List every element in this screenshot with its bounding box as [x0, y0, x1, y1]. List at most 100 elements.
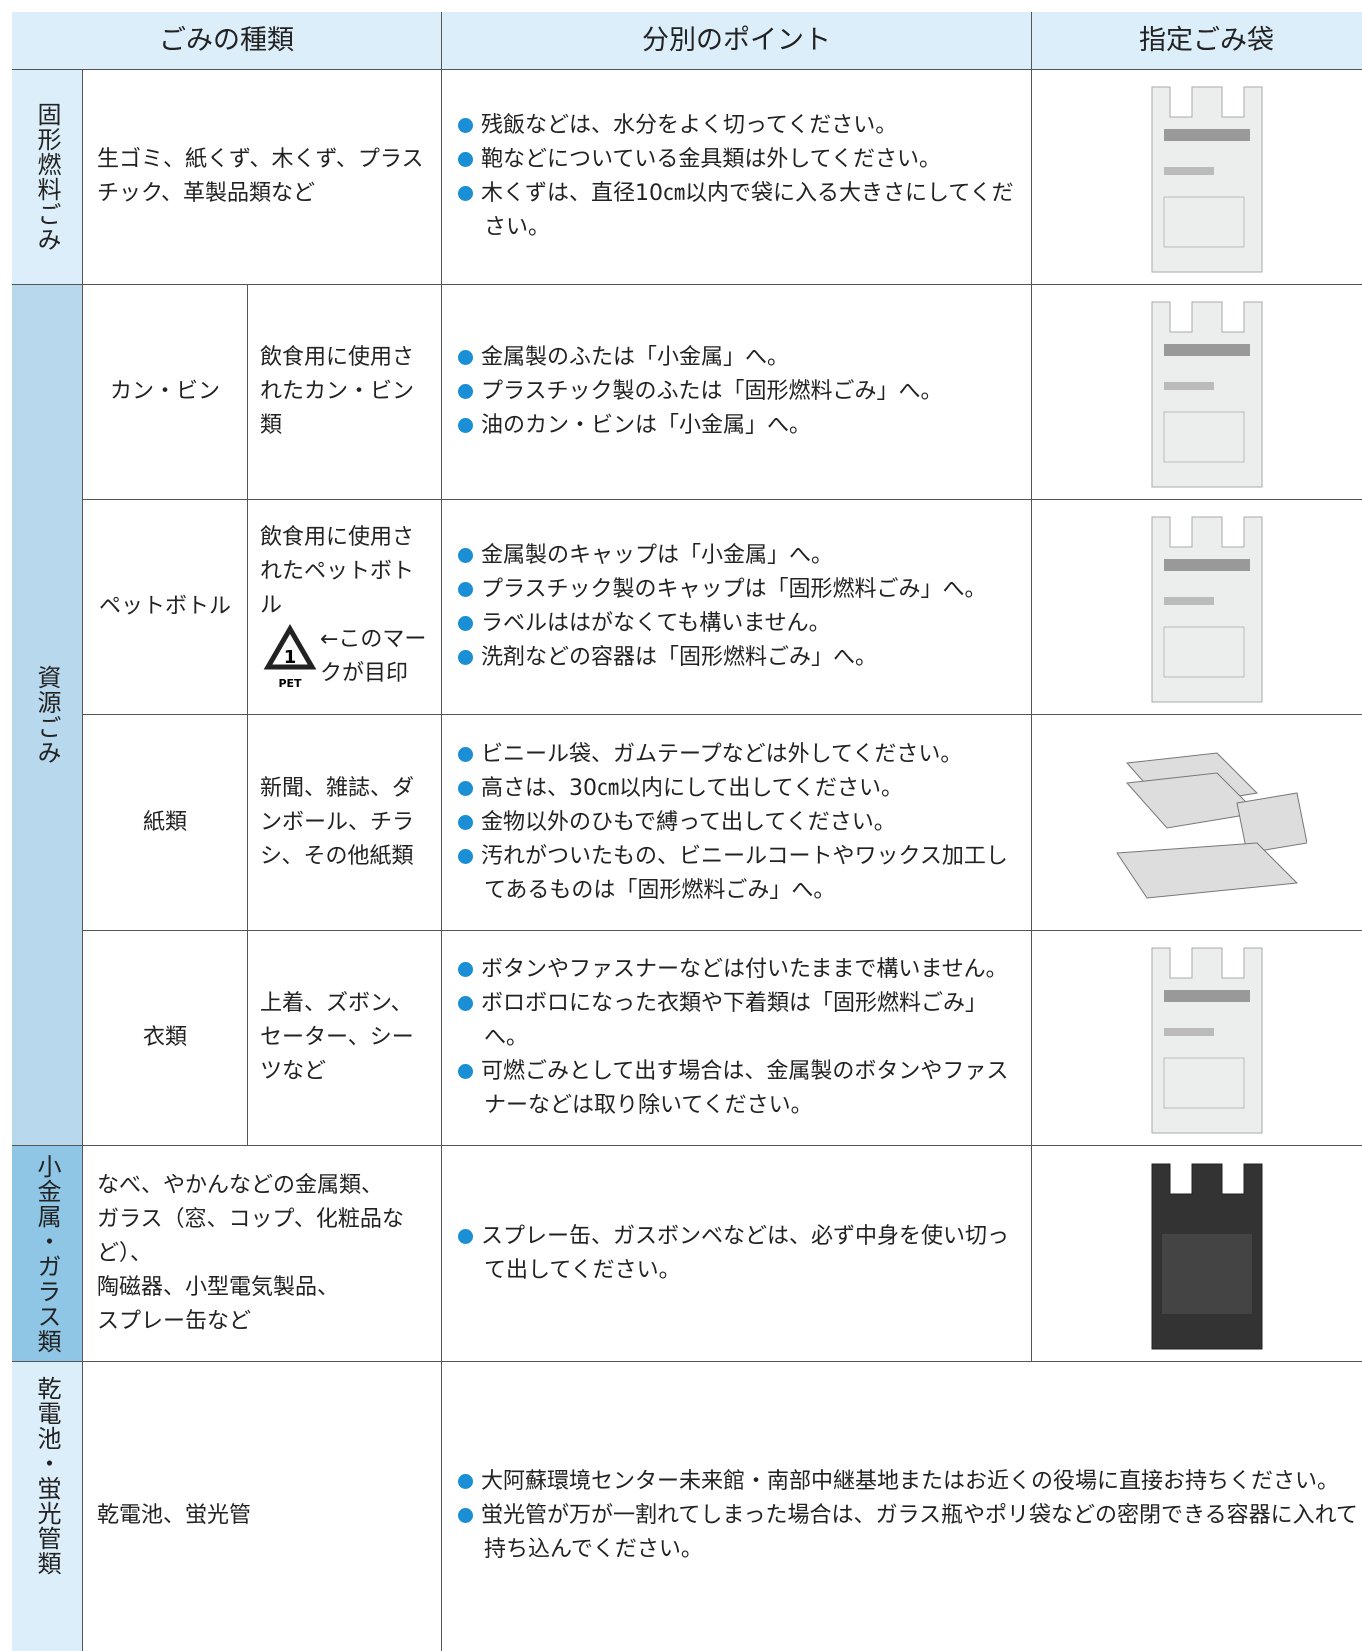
point-list: スプレー缶、ガスボンベなどは、必ず中身を使い切って出してください。	[442, 1220, 1031, 1288]
bullet	[458, 418, 473, 433]
point: 金物以外のひもで縛って出してください。	[458, 806, 1017, 840]
point-text: スプレー缶、ガスボンベなどは、必ず中身を使い切って出してください。	[481, 1223, 1010, 1283]
point: ボロボロになった衣類や下着類は「固形燃料ごみ」へ。	[458, 987, 1017, 1055]
pet-label: PET	[278, 677, 302, 690]
mark-note: ←このマークが目印	[320, 627, 427, 686]
point: 残飯などは、水分をよく切ってください。	[458, 109, 1017, 143]
point: 鞄などについている金具類は外してください。	[458, 143, 1017, 177]
bullet	[458, 152, 473, 167]
point: 金属製のキャップは「小金属」へ。	[458, 539, 987, 573]
subname-cell: カン・ビン	[83, 285, 248, 500]
point: ビニール袋、ガムテープなどは外してください。	[458, 738, 1017, 772]
point: 可燃ごみとして出す場合は、金属製のボタンやファスナーなどは取り除いてください。	[458, 1055, 1017, 1123]
bag-cell	[1032, 70, 1362, 285]
description-text: 上着、ズボン、セーター、シーツなど	[260, 991, 414, 1084]
point: 洗剤などの容器は「固形燃料ごみ」へ。	[458, 641, 987, 675]
bullet	[458, 1064, 473, 1079]
bullet	[458, 1508, 473, 1523]
bag-image	[1151, 947, 1262, 1134]
item-line: ガラス（窓、コップ、化粧品など）、	[97, 1206, 404, 1266]
point-text: 油のカン・ビンは「小金属」へ。	[481, 413, 812, 438]
item-list: なべ、やかんなどの金属類、 ガラス（窓、コップ、化粧品など）、 陶磁器、小型電気製品…	[83, 1169, 441, 1339]
bullet	[458, 996, 473, 1011]
bag-image	[1151, 301, 1262, 488]
description-cell: 上着、ズボン、セーター、シーツなど	[248, 931, 442, 1146]
bag-image	[1151, 1163, 1262, 1349]
point-text: ビニール袋、ガムテープなどは外してください。	[481, 741, 963, 767]
point: 木くずは、直径10㎝以内で袋に入る大きさにしてください。	[458, 177, 1017, 245]
point-text: プラスチック製のふたは「固形燃料ごみ」へ。	[481, 379, 943, 404]
category-label: 乾電池・蛍光管類	[33, 1376, 61, 1576]
description-text: 飲食用に使用されたカン・ビン類	[260, 345, 415, 438]
category-cell: 乾電池・蛍光管類	[12, 1362, 83, 1651]
description-cell: 飲食用に使用されたペットボトル 1 PET ←このマークが目印	[248, 500, 442, 715]
header-text: 指定ごみ袋	[1139, 24, 1274, 56]
points-cell: 金属製のキャップは「小金属」へ。 プラスチック製のキャップは「固形燃料ごみ」へ。ラ…	[442, 500, 1032, 715]
category-cell: 固形燃料ごみ	[12, 70, 83, 285]
pet-mark-row: 1 PET ←このマークが目印	[260, 623, 430, 693]
bullet	[458, 384, 473, 399]
bag-cell	[1032, 931, 1362, 1146]
point: スプレー缶、ガスボンベなどは、必ず中身を使い切って出してください。	[458, 1220, 1017, 1288]
point-list: ビニール袋、ガムテープなどは外してください。 高さは、30㎝以内にして出してくださ…	[442, 738, 1031, 908]
point-list: ボタンやファスナーなどは付いたままで構いません。ボロボロになった衣類や下着類は「…	[442, 953, 1031, 1123]
header-cell: ごみの種類	[12, 12, 442, 70]
bag-cell	[1032, 715, 1362, 931]
description-cell: 飲食用に使用されたカン・ビン類	[248, 285, 442, 500]
point: 金属製のふたは「小金属」へ。	[458, 341, 943, 375]
subname: カン・ビン	[109, 379, 220, 404]
pet-number: 1	[284, 647, 297, 668]
subname: ペットボトル	[98, 594, 231, 619]
bag-cell	[1032, 1146, 1362, 1362]
category-label: 固形燃料ごみ	[33, 102, 61, 252]
item-line: 陶磁器、小型電気製品、	[97, 1274, 340, 1300]
description: 上着、ズボン、セーター、シーツなど	[248, 987, 441, 1089]
point: 油のカン・ビンは「小金属」へ。	[458, 409, 943, 443]
subname-cell: ペットボトル	[83, 500, 248, 715]
subname: 紙類	[142, 809, 187, 835]
category-cell: 資源ごみ	[12, 285, 83, 1146]
paper-bundle-image	[1115, 751, 1307, 899]
point: 大阿蘇環境センター未来館・南部中継基地またはお近くの役場に直接お持ちください。	[458, 1465, 1362, 1499]
bullet	[458, 814, 473, 830]
bullet	[458, 746, 473, 762]
item-line: スプレー缶など	[97, 1308, 252, 1334]
pet-symbol: 1 PET	[263, 624, 317, 690]
points-cell: 残飯などは、水分をよく切ってください。鞄などについている金具類は外してください。…	[442, 70, 1032, 285]
point-text: 鞄などについている金具類は外してください。	[481, 147, 942, 172]
bullet	[458, 780, 473, 796]
point-text: ボタンやファスナーなどは付いたままで構いません。	[481, 957, 1008, 982]
point: 汚れがついたもの、ビニールコートやワックス加工してあるものは「固形燃料ごみ」へ。	[458, 840, 1017, 908]
points-cell: ビニール袋、ガムテープなどは外してください。 高さは、30㎝以内にして出してくださ…	[442, 715, 1032, 931]
description-text: 新聞、雑誌、ダンボール、チラシ、その他紙類	[260, 775, 415, 869]
bag-image	[1151, 516, 1262, 703]
item-list: 乾電池、蛍光管	[83, 1499, 265, 1533]
bullet	[458, 650, 473, 665]
items-cell: 生ゴミ、紙くず、木くず、プラスチック、革製品類など	[83, 70, 442, 285]
subname-cell: 衣類	[83, 931, 248, 1146]
points-cell: 金属製のふたは「小金属」へ。プラスチック製のふたは「固形燃料ごみ」へ。 油のカン・…	[442, 285, 1032, 500]
point-text: 金属製のキャップは「小金属」へ。	[481, 543, 834, 568]
point-text: 大阿蘇環境センター未来館・南部中継基地またはお近くの役場に直接お持ちください。	[481, 1469, 1340, 1494]
bullet	[458, 118, 473, 133]
bullet	[458, 186, 473, 201]
point: プラスチック製のキャップは「固形燃料ごみ」へ。	[458, 573, 987, 607]
point-list: 金属製のキャップは「小金属」へ。 プラスチック製のキャップは「固形燃料ごみ」へ。ラ…	[442, 539, 1001, 675]
bullet	[458, 350, 473, 365]
description-cell: 新聞、雑誌、ダンボール、チラシ、その他紙類	[248, 715, 442, 931]
point-text: プラスチック製のキャップは「固形燃料ごみ」へ。	[481, 577, 987, 602]
bullet	[458, 1474, 473, 1489]
point-text: ボロボロになった衣類や下着類は「固形燃料ごみ」へ。	[481, 991, 988, 1050]
description: 新聞、雑誌、ダンボール、チラシ、その他紙類	[248, 772, 441, 874]
bullet	[458, 1228, 473, 1244]
bullet	[458, 548, 473, 563]
bullet	[458, 848, 473, 864]
points-cell: ボタンやファスナーなどは付いたままで構いません。ボロボロになった衣類や下着類は「…	[442, 931, 1032, 1146]
point-list: 大阿蘇環境センター未来館・南部中継基地またはお近くの役場に直接お持ちください。蛍…	[442, 1465, 1362, 1567]
point: ボタンやファスナーなどは付いたままで構いません。	[458, 953, 1017, 987]
description-text: 飲食用に使用されたペットボトル	[260, 525, 415, 618]
point-text: 可燃ごみとして出す場合は、金属製のボタンやファスナーなどは取り除いてください。	[481, 1059, 1009, 1118]
category-cell: 小金属・ガラス類	[12, 1146, 83, 1362]
bag-image	[1151, 86, 1262, 273]
